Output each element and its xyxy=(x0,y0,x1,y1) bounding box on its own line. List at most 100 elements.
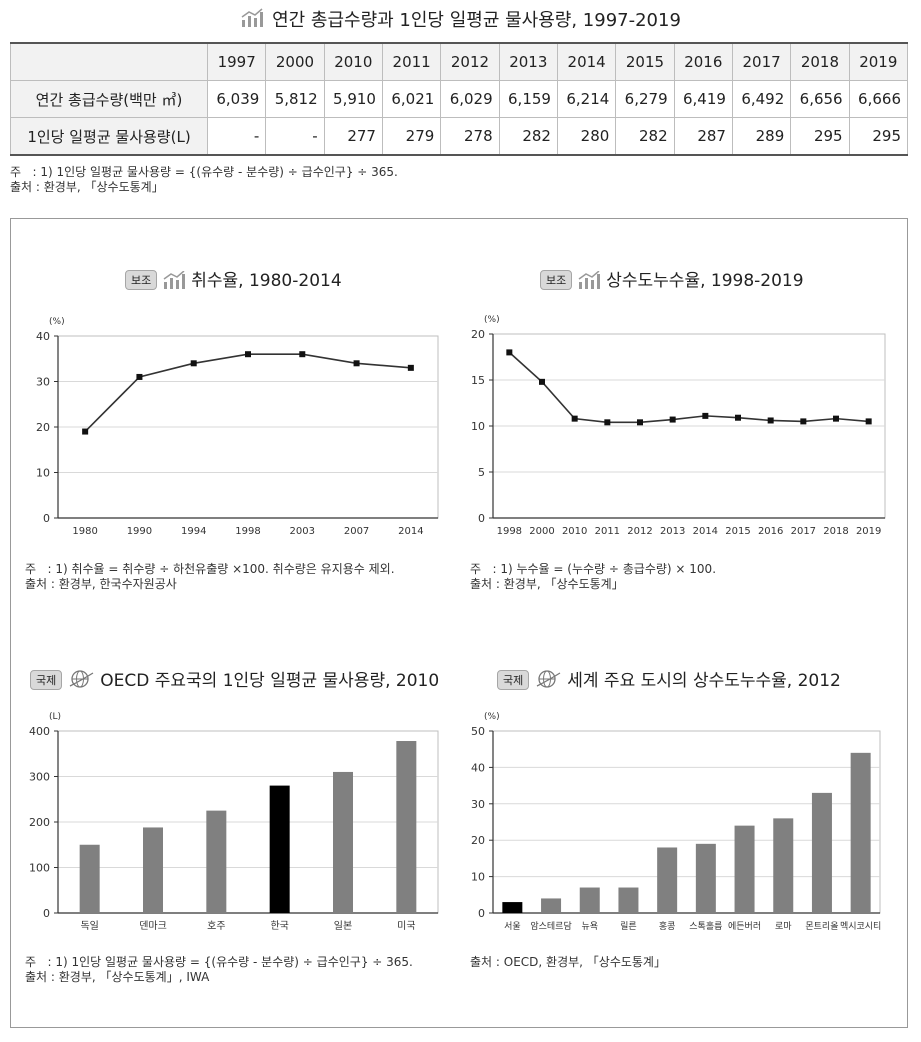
data-point xyxy=(702,412,709,419)
y-tick-label: 20 xyxy=(36,421,50,434)
y-tick-label: 0 xyxy=(478,512,485,525)
series-line xyxy=(84,353,411,433)
table-row: 연간 총급수량(백만 ㎥) 6,039 5,812 5,910 6,021 6,… xyxy=(10,80,909,118)
year-header: 2018 xyxy=(790,42,850,81)
table-cell: 6,159 xyxy=(498,80,558,118)
y-tick-label: 0 xyxy=(478,907,485,920)
chart-title-leakage-rate: 보조 상수도누수율, 1998-2019 xyxy=(540,266,804,294)
bar xyxy=(579,887,600,913)
bar xyxy=(269,785,290,913)
data-point xyxy=(136,373,143,380)
x-tick-label: 독일 xyxy=(80,920,98,932)
year-header: 1997 xyxy=(206,42,267,81)
chart-title-text: 취수율, 1980-2014 xyxy=(191,271,342,291)
year-header: 2017 xyxy=(731,42,792,81)
year-header: 2015 xyxy=(615,42,675,81)
x-tick-label: 2016 xyxy=(758,526,783,537)
table-cell: 6,039 xyxy=(206,80,267,118)
y-tick-label: 15 xyxy=(471,374,485,387)
bar xyxy=(79,844,100,913)
x-tick-label: 1998 xyxy=(497,526,522,537)
y-tick-label: 10 xyxy=(36,467,50,480)
x-tick-label: 1990 xyxy=(127,526,152,537)
chart-title-oecd-water-use: 국제 OECD 주요국의 1인당 일평균 물사용량, 2010 xyxy=(30,666,439,694)
main-title-text: 연간 총급수량과 1인당 일평균 물사용량, 1997-2019 xyxy=(272,10,681,31)
table-cell: 6,029 xyxy=(440,80,500,118)
x-tick-label: 2013 xyxy=(660,526,685,537)
table-cell: 6,419 xyxy=(673,80,733,118)
x-tick-label: 에든버러 xyxy=(728,921,761,932)
table-cell: 287 xyxy=(673,117,733,156)
main-title: 연간 총급수량과 1인당 일평균 물사용량, 1997-2019 xyxy=(0,6,921,33)
y-tick-label: 200 xyxy=(29,816,50,829)
x-tick-label: 2003 xyxy=(290,526,315,537)
y-tick-label: 20 xyxy=(471,328,485,341)
y-tick-label: 5 xyxy=(478,466,485,479)
data-point xyxy=(604,419,611,426)
x-tick-label: 미국 xyxy=(397,920,415,932)
badge-supplementary: 보조 xyxy=(125,270,158,290)
table-cell: 282 xyxy=(498,117,558,156)
table-cell: 6,492 xyxy=(731,80,792,118)
chart-title-intake-rate: 보조 취수율, 1980-2014 xyxy=(125,266,342,294)
data-point xyxy=(190,360,197,367)
table-note: 주 : 1) 1인당 일평균 물사용량 = {(유수량 - 분수량) ÷ 급수인… xyxy=(10,165,398,194)
year-header: 2019 xyxy=(848,42,909,81)
y-unit-label: (%) xyxy=(49,317,65,327)
y-tick-label: 10 xyxy=(471,871,485,884)
data-point xyxy=(407,364,414,371)
year-header: 2000 xyxy=(265,42,325,81)
table-cell: 6,666 xyxy=(848,80,909,118)
x-tick-label: 한국 xyxy=(270,920,288,932)
table-header-row: 1997 2000 2010 2011 2012 2013 2014 2015 … xyxy=(10,42,909,81)
x-tick-label: 2000 xyxy=(529,526,554,537)
table-cell: 289 xyxy=(731,117,792,156)
data-point xyxy=(767,417,774,424)
x-tick-label: 홍콩 xyxy=(659,920,676,932)
x-tick-label: 2014 xyxy=(693,526,718,537)
bar xyxy=(618,887,639,913)
chart-note: 출처 : OECD, 환경부, 「상수도통계」 xyxy=(470,955,666,969)
y-unit-label: (%) xyxy=(484,315,500,325)
data-point xyxy=(353,360,360,367)
bar xyxy=(695,843,716,913)
table-cell: - xyxy=(206,117,267,156)
x-tick-label: 릴른 xyxy=(620,921,637,932)
table-cell: 280 xyxy=(556,117,617,156)
chart-note: 주 : 1) 취수율 = 취수량 ÷ 하천유출량 ×100. 취수량은 유지용수… xyxy=(25,562,395,591)
chart-title-text: 세계 주요 도시의 상수도누수율, 2012 xyxy=(567,671,841,691)
table-cell: 6,021 xyxy=(381,80,442,118)
data-point xyxy=(669,416,676,423)
water-supply-table: 1997 2000 2010 2011 2012 2013 2014 2015 … xyxy=(10,42,909,156)
x-tick-label: 몬트리올 xyxy=(805,921,838,932)
charts-panel xyxy=(10,218,908,1028)
table-cell: 5,910 xyxy=(323,80,383,118)
table-cell: 6,214 xyxy=(556,80,617,118)
year-header: 2011 xyxy=(381,42,442,81)
y-tick-label: 20 xyxy=(471,834,485,847)
data-point xyxy=(506,349,513,356)
x-tick-label: 스톡홀름 xyxy=(689,920,722,932)
x-tick-label: 2010 xyxy=(562,526,587,537)
table-cell: 5,812 xyxy=(265,80,325,118)
data-point xyxy=(571,415,578,422)
x-tick-label: 1994 xyxy=(181,526,206,537)
table-cell: 277 xyxy=(323,117,383,156)
x-tick-label: 로마 xyxy=(775,921,792,932)
table-cell: 278 xyxy=(440,117,500,156)
bar xyxy=(811,792,832,913)
bar xyxy=(143,827,163,913)
chart-title-text: OECD 주요국의 1인당 일평균 물사용량, 2010 xyxy=(100,671,440,691)
table-corner-cell xyxy=(10,42,208,81)
year-header: 2010 xyxy=(323,42,383,81)
data-point xyxy=(865,418,872,425)
x-tick-label: 2014 xyxy=(398,526,423,537)
y-tick-label: 300 xyxy=(29,771,50,784)
bar xyxy=(657,847,678,913)
bar xyxy=(502,902,523,913)
data-point xyxy=(833,415,839,422)
chart-note: 주 : 1) 1인당 일평균 물사용량 = {(유수량 - 분수량) ÷ 급수인… xyxy=(25,955,413,984)
x-tick-label: 2011 xyxy=(595,526,620,537)
y-tick-label: 40 xyxy=(36,330,50,343)
